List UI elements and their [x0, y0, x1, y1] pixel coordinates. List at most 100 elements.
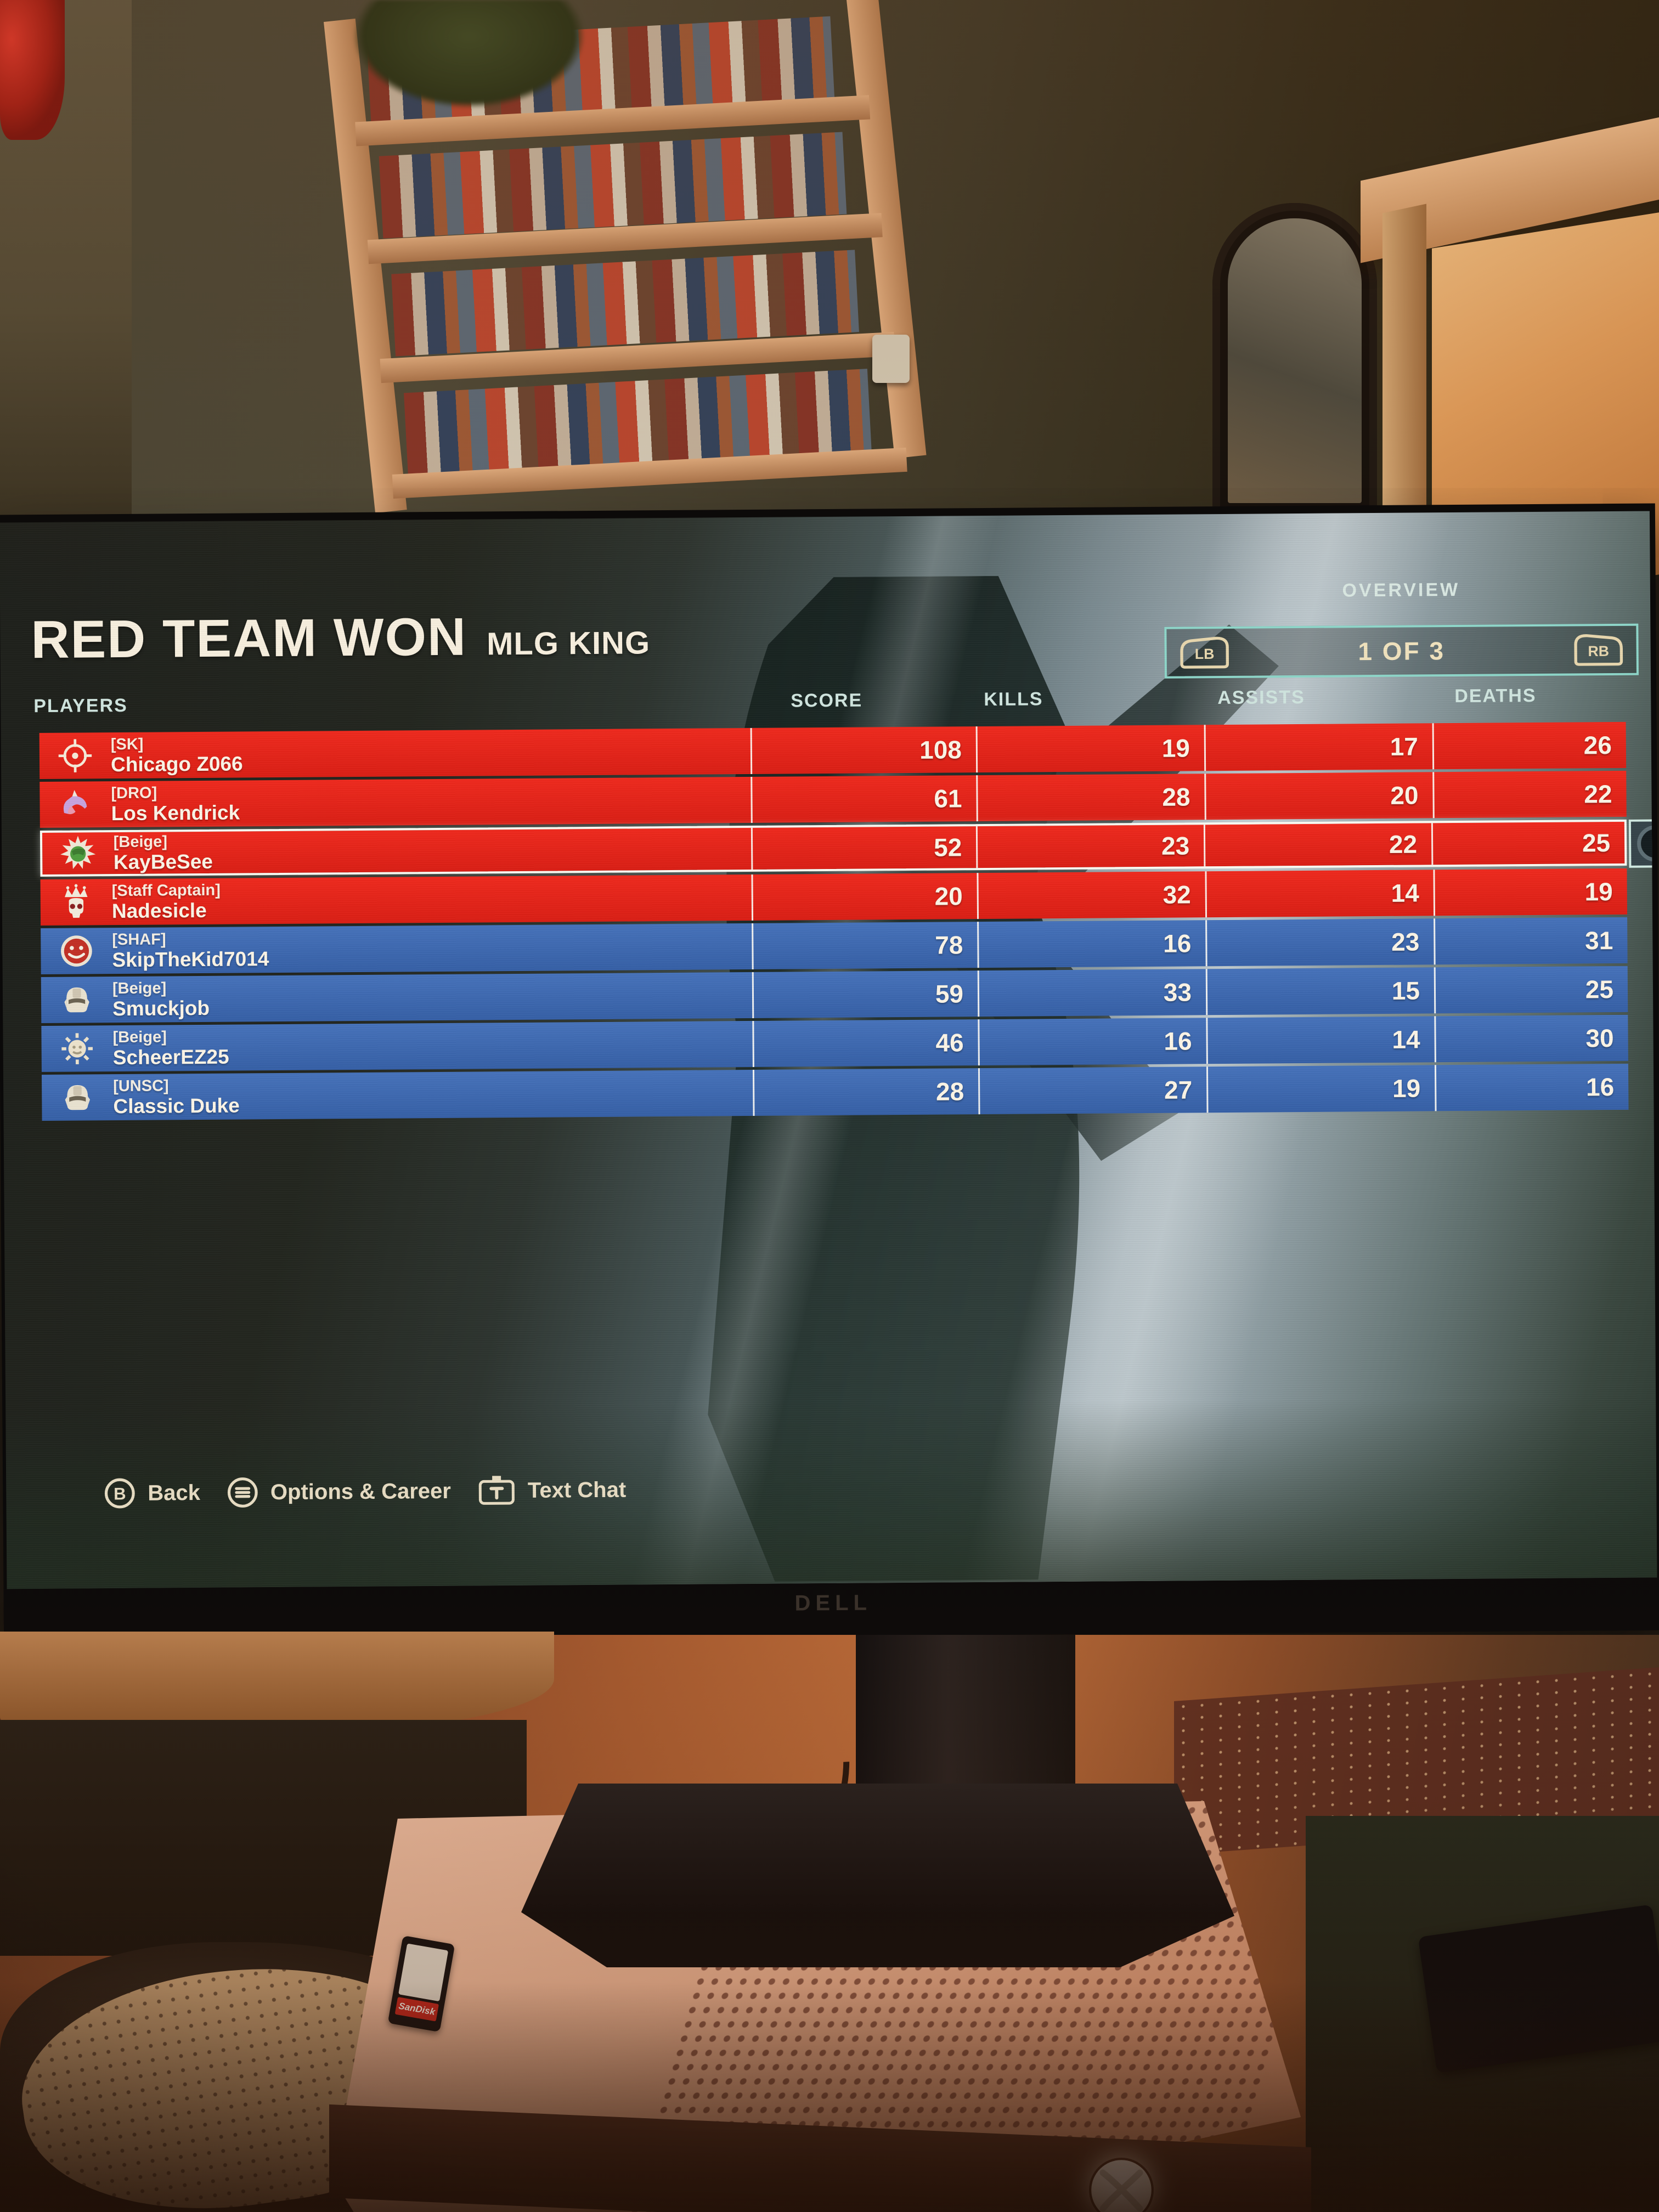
deaths-value: 19	[1433, 868, 1628, 916]
controller-hints-bar: B Back Options & Career	[103, 1473, 626, 1511]
sd-card-brand-label: SanDisk	[394, 1996, 439, 2022]
doorway	[1361, 66, 1659, 611]
assists-value: 20	[1204, 772, 1433, 820]
assists-value: 14	[1206, 1016, 1435, 1064]
score-value: 108	[750, 726, 977, 774]
kills-value: 27	[978, 1066, 1207, 1115]
player-name: Smuckjob	[112, 996, 210, 1020]
overview-label: OVERVIEW	[1342, 579, 1460, 601]
scoreboard: [SK] Chicago Z066 108 19 17 26 [DRO] Los…	[39, 721, 1657, 1124]
back-button[interactable]: B Back	[103, 1476, 200, 1510]
player-clan-tag: [DRO]	[111, 784, 157, 802]
player-clan-tag: [Staff Captain]	[111, 881, 221, 900]
b-button-icon: B	[104, 1478, 135, 1509]
column-header-players: PLAYERS	[33, 695, 128, 717]
scoreboard-row[interactable]: [SHAF] SkipTheKid7014 78 16 23 31	[41, 917, 1628, 975]
sun-emblem	[41, 1025, 113, 1072]
winner-text: RED TEAM WON	[31, 606, 467, 670]
scoreboard-pager: LB 1 OF 3 RB	[1164, 623, 1639, 679]
column-header-assists: ASSISTS	[1217, 686, 1305, 709]
svg-text:RB: RB	[1588, 643, 1609, 659]
score-value: 61	[751, 775, 977, 823]
player-name: Classic Duke	[113, 1094, 240, 1118]
deaths-value: 25	[1434, 966, 1628, 1014]
monitor-stand-base	[521, 1784, 1234, 1967]
deaths-value: 30	[1434, 1014, 1628, 1063]
skull-crown-emblem	[41, 879, 112, 926]
game-screen: RED TEAM WON MLG KING OVERVIEW LB 1 OF 3…	[0, 511, 1657, 1589]
player-status-icon	[1628, 819, 1657, 868]
deaths-value: 16	[1434, 1063, 1629, 1111]
crosshair-emblem	[40, 732, 111, 779]
svg-text:B: B	[114, 1484, 126, 1503]
score-value: 28	[752, 1068, 979, 1116]
assists-value: 22	[1203, 823, 1432, 867]
deaths-value: 22	[1432, 770, 1627, 819]
score-value: 59	[752, 970, 978, 1018]
scoreboard-row[interactable]: [Beige] Smuckjob 59 33 15 25	[41, 966, 1628, 1024]
side-desk	[1306, 1816, 1659, 2212]
scoreboard-row[interactable]: [SK] Chicago Z066 108 19 17 26	[39, 721, 1627, 780]
deaths-value: 26	[1432, 721, 1627, 770]
xbox-power-logo[interactable]	[1089, 2158, 1154, 2212]
score-value: 52	[751, 826, 977, 870]
player-clan-tag: [Beige]	[112, 1028, 167, 1046]
scoreboard-row[interactable]: [UNSC] Classic Duke 28 27 19 16	[41, 1063, 1629, 1121]
player-name: KayBeSee	[113, 850, 213, 873]
player-clan-tag: [SHAF]	[112, 930, 166, 949]
player-name: Los Kendrick	[111, 800, 240, 825]
scoreboard-row[interactable]: [Staff Captain] Nadesicle 20 32 14 19	[40, 868, 1628, 926]
xbox-console: SanDisk	[258, 1775, 1333, 2212]
text-chat-button[interactable]: Text Chat	[476, 1473, 627, 1508]
assists-value: 23	[1205, 918, 1434, 967]
column-header-kills: KILLS	[984, 689, 1043, 710]
kills-value: 16	[977, 920, 1206, 968]
scoreboard-row[interactable]: [DRO] Los Kendrick 61 28 20 22	[40, 770, 1627, 828]
keyboard-icon	[478, 1476, 515, 1505]
monitor: RED TEAM WON MLG KING OVERVIEW LB 1 OF 3…	[0, 503, 1659, 1642]
svg-text:LB: LB	[1195, 646, 1215, 662]
column-header-score: SCORE	[791, 690, 863, 712]
player-name: SkipTheKid7014	[112, 947, 269, 971]
unicorn-emblem	[40, 781, 111, 828]
player-clan-tag: [Beige]	[113, 832, 168, 851]
assists-value: 15	[1205, 967, 1435, 1015]
score-value: 46	[752, 1019, 978, 1067]
assists-value: 14	[1205, 870, 1434, 918]
room-lower: SanDisk	[0, 1593, 1659, 2212]
scoreboard-row[interactable]: [Beige] KayBeSee 52 23 22 25	[40, 819, 1657, 877]
deaths-value: 31	[1434, 917, 1628, 965]
kills-value: 28	[976, 774, 1205, 822]
player-name: Nadesicle	[111, 899, 207, 922]
column-header-deaths: DEATHS	[1454, 685, 1537, 707]
rb-button-icon[interactable]: RB	[1569, 632, 1626, 668]
kills-value: 33	[977, 969, 1206, 1017]
scoreboard-row[interactable]: [Beige] ScheerEZ25 46 16 14 30	[41, 1014, 1628, 1073]
score-value: 20	[751, 873, 978, 921]
red-lamp	[0, 0, 65, 140]
room-wall	[0, 0, 1659, 611]
monitor-brand-logo: DELL	[794, 1590, 872, 1616]
player-clan-tag: [UNSC]	[113, 1076, 169, 1095]
kills-value: 16	[978, 1018, 1206, 1066]
menu-button-icon	[227, 1477, 258, 1508]
kills-value: 19	[975, 725, 1205, 773]
houseplant	[340, 0, 598, 121]
assists-value: 17	[1204, 723, 1433, 771]
options-career-button[interactable]: Options & Career	[225, 1474, 451, 1510]
player-clan-tag: [SK]	[110, 735, 144, 753]
match-result-title: RED TEAM WON MLG KING	[31, 605, 650, 670]
light-switch	[872, 335, 910, 383]
smiley-emblem	[41, 928, 112, 974]
picture-frame	[1212, 203, 1377, 518]
helmet-emblem	[41, 977, 113, 1023]
deaths-value: 25	[1431, 821, 1625, 865]
player-name: Chicago Z066	[110, 752, 243, 776]
console-front-face	[329, 2104, 1311, 2212]
blanket	[0, 1942, 543, 2212]
assists-value: 19	[1206, 1065, 1435, 1113]
gametype-text: MLG KING	[486, 625, 651, 662]
lb-button-icon[interactable]: LB	[1176, 635, 1233, 670]
player-clan-tag: [Beige]	[112, 979, 167, 997]
